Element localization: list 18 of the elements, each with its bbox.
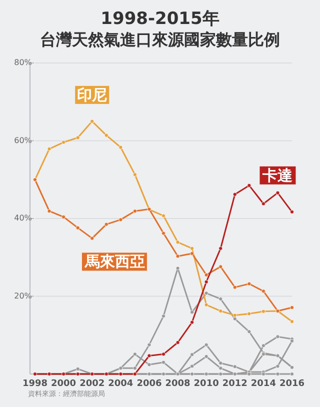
x-tick-label: 2008 — [165, 379, 190, 389]
chart-subtitle: 台灣天然氣進口來源國家數量比例 — [40, 30, 280, 49]
x-tick-label: 1998 — [22, 379, 48, 389]
x-tick-label: 2000 — [51, 379, 76, 389]
x-tick-label: 2012 — [222, 379, 248, 389]
y-tick-label: 80% — [14, 58, 32, 67]
x-tick-label: 2016 — [279, 379, 305, 389]
y-tick-label: 60% — [14, 136, 32, 145]
x-tick-label: 2010 — [194, 379, 219, 389]
x-tick-label: 2002 — [80, 379, 105, 389]
x-tick-label: 2004 — [108, 379, 134, 389]
y-tick-label: 40% — [14, 214, 32, 222]
series-label: 卡達 — [262, 166, 294, 184]
series-label: 印尼 — [77, 86, 108, 104]
x-tick-label: 2014 — [250, 379, 276, 389]
x-tick-label: 2006 — [136, 379, 162, 389]
series-label: 馬來西亞 — [84, 252, 145, 271]
chart-title: 1998-2015年 — [100, 9, 220, 29]
